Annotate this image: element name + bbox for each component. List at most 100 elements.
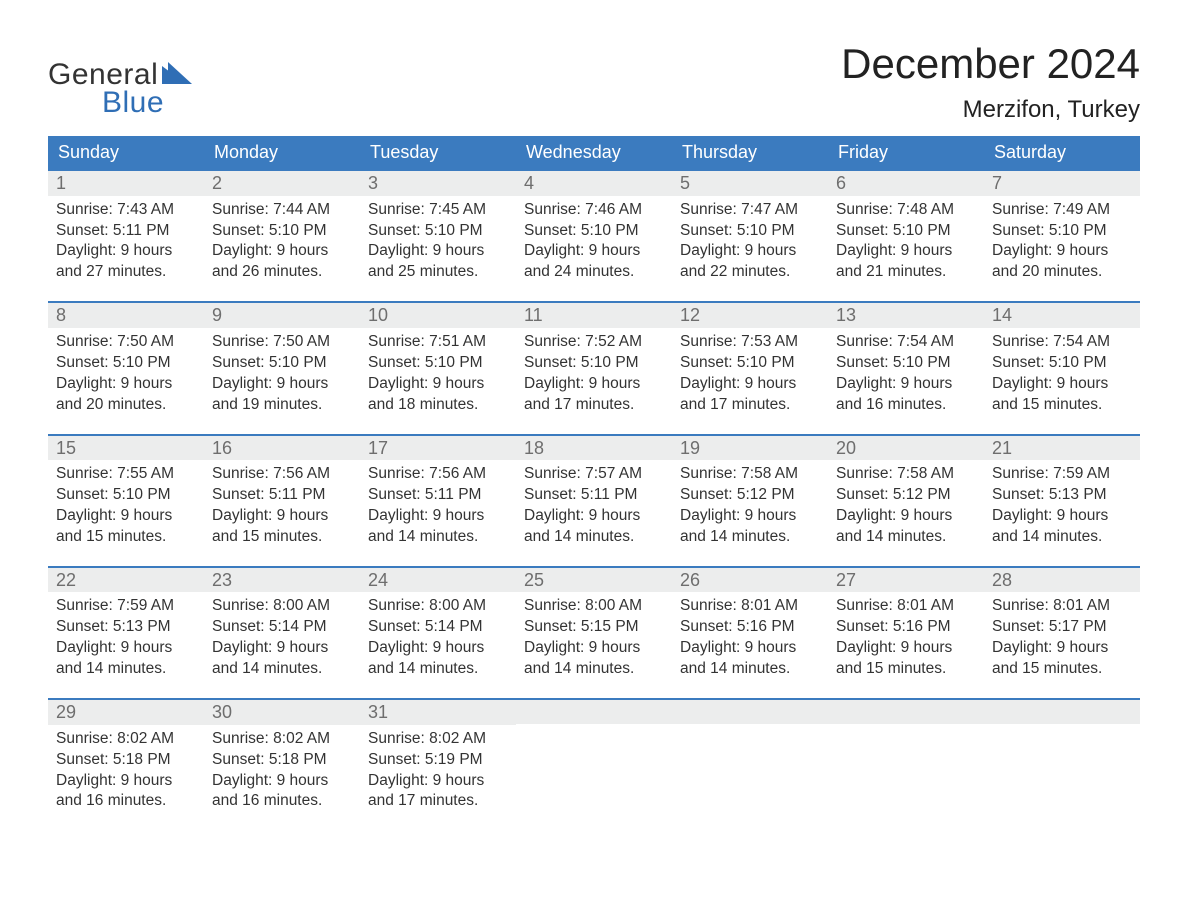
weekday-header: Tuesday [360,136,516,169]
sunset-line: Sunset: 5:11 PM [212,485,352,506]
week-row: 1Sunrise: 7:43 AMSunset: 5:11 PMDaylight… [48,169,1140,283]
day-number: 30 [204,700,360,725]
sunrise-line: Sunrise: 7:58 AM [836,464,976,485]
sunrise-line: Sunrise: 8:01 AM [992,596,1132,617]
daylight-line-1: Daylight: 9 hours [56,638,196,659]
sunset-line: Sunset: 5:18 PM [212,750,352,771]
day-number: 10 [360,303,516,328]
sunrise-line: Sunrise: 7:46 AM [524,200,664,221]
day-number: 29 [48,700,204,725]
sunrise-line: Sunrise: 7:59 AM [992,464,1132,485]
sunrise-line: Sunrise: 7:50 AM [56,332,196,353]
day-details: Sunrise: 7:44 AMSunset: 5:10 PMDaylight:… [204,196,360,284]
sunrise-line: Sunrise: 8:02 AM [212,729,352,750]
daylight-line-2: and 15 minutes. [992,659,1132,680]
day-number [672,700,828,724]
sunrise-line: Sunrise: 7:56 AM [368,464,508,485]
day-details: Sunrise: 8:01 AMSunset: 5:16 PMDaylight:… [828,592,984,680]
daylight-line-1: Daylight: 9 hours [836,638,976,659]
day-cell: 19Sunrise: 7:58 AMSunset: 5:12 PMDayligh… [672,436,828,548]
daylight-line-2: and 27 minutes. [56,262,196,283]
daylight-line-2: and 26 minutes. [212,262,352,283]
day-cell: 11Sunrise: 7:52 AMSunset: 5:10 PMDayligh… [516,303,672,415]
sunset-line: Sunset: 5:10 PM [212,221,352,242]
daylight-line-1: Daylight: 9 hours [368,638,508,659]
day-details: Sunrise: 7:47 AMSunset: 5:10 PMDaylight:… [672,196,828,284]
sunset-line: Sunset: 5:10 PM [680,221,820,242]
day-cell: 9Sunrise: 7:50 AMSunset: 5:10 PMDaylight… [204,303,360,415]
day-details: Sunrise: 7:43 AMSunset: 5:11 PMDaylight:… [48,196,204,284]
day-details: Sunrise: 7:56 AMSunset: 5:11 PMDaylight:… [204,460,360,548]
day-cell: 6Sunrise: 7:48 AMSunset: 5:10 PMDaylight… [828,171,984,283]
day-number: 14 [984,303,1140,328]
sunset-line: Sunset: 5:19 PM [368,750,508,771]
sunset-line: Sunset: 5:17 PM [992,617,1132,638]
weekday-header: Sunday [48,136,204,169]
sunset-line: Sunset: 5:10 PM [368,221,508,242]
sunset-line: Sunset: 5:15 PM [524,617,664,638]
day-number: 27 [828,568,984,593]
weekday-header: Saturday [984,136,1140,169]
day-cell: 13Sunrise: 7:54 AMSunset: 5:10 PMDayligh… [828,303,984,415]
day-details: Sunrise: 7:54 AMSunset: 5:10 PMDaylight:… [984,328,1140,416]
calendar: SundayMondayTuesdayWednesdayThursdayFrid… [48,136,1140,812]
daylight-line-2: and 15 minutes. [56,527,196,548]
daylight-line-1: Daylight: 9 hours [212,241,352,262]
sunrise-line: Sunrise: 7:43 AM [56,200,196,221]
month-title: December 2024 [841,40,1140,88]
day-cell: 5Sunrise: 7:47 AMSunset: 5:10 PMDaylight… [672,171,828,283]
weekday-header: Monday [204,136,360,169]
daylight-line-2: and 14 minutes. [212,659,352,680]
day-number: 8 [48,303,204,328]
day-cell: 14Sunrise: 7:54 AMSunset: 5:10 PMDayligh… [984,303,1140,415]
day-details: Sunrise: 8:00 AMSunset: 5:15 PMDaylight:… [516,592,672,680]
week-row: 29Sunrise: 8:02 AMSunset: 5:18 PMDayligh… [48,698,1140,812]
daylight-line-1: Daylight: 9 hours [56,506,196,527]
day-number: 31 [360,700,516,725]
sunrise-line: Sunrise: 8:00 AM [212,596,352,617]
sunset-line: Sunset: 5:10 PM [56,485,196,506]
daylight-line-2: and 14 minutes. [368,527,508,548]
daylight-line-2: and 16 minutes. [836,395,976,416]
sunrise-line: Sunrise: 7:58 AM [680,464,820,485]
day-details: Sunrise: 8:02 AMSunset: 5:19 PMDaylight:… [360,725,516,813]
day-cell: 15Sunrise: 7:55 AMSunset: 5:10 PMDayligh… [48,436,204,548]
day-number: 5 [672,171,828,196]
daylight-line-2: and 25 minutes. [368,262,508,283]
day-cell: 10Sunrise: 7:51 AMSunset: 5:10 PMDayligh… [360,303,516,415]
daylight-line-2: and 20 minutes. [56,395,196,416]
sunset-line: Sunset: 5:11 PM [56,221,196,242]
sunrise-line: Sunrise: 7:56 AM [212,464,352,485]
sunrise-line: Sunrise: 7:53 AM [680,332,820,353]
sunset-line: Sunset: 5:10 PM [56,353,196,374]
brand-logo: General Blue [48,58,192,120]
day-number: 2 [204,171,360,196]
header: General Blue December 2024 Merzifon, Tur… [48,40,1140,124]
sunset-line: Sunset: 5:14 PM [368,617,508,638]
sunset-line: Sunset: 5:10 PM [524,353,664,374]
day-cell: 24Sunrise: 8:00 AMSunset: 5:14 PMDayligh… [360,568,516,680]
daylight-line-1: Daylight: 9 hours [56,771,196,792]
day-details: Sunrise: 8:02 AMSunset: 5:18 PMDaylight:… [48,725,204,813]
daylight-line-1: Daylight: 9 hours [524,638,664,659]
day-number: 15 [48,436,204,461]
day-number: 25 [516,568,672,593]
daylight-line-1: Daylight: 9 hours [56,241,196,262]
day-details: Sunrise: 7:45 AMSunset: 5:10 PMDaylight:… [360,196,516,284]
sunrise-line: Sunrise: 7:44 AM [212,200,352,221]
daylight-line-1: Daylight: 9 hours [212,506,352,527]
daylight-line-1: Daylight: 9 hours [836,241,976,262]
sunset-line: Sunset: 5:16 PM [680,617,820,638]
sunset-line: Sunset: 5:10 PM [680,353,820,374]
title-block: December 2024 Merzifon, Turkey [841,40,1140,124]
sunset-line: Sunset: 5:18 PM [56,750,196,771]
day-details: Sunrise: 8:01 AMSunset: 5:16 PMDaylight:… [672,592,828,680]
day-details: Sunrise: 7:59 AMSunset: 5:13 PMDaylight:… [984,460,1140,548]
day-cell: 1Sunrise: 7:43 AMSunset: 5:11 PMDaylight… [48,171,204,283]
sunset-line: Sunset: 5:11 PM [368,485,508,506]
sunset-line: Sunset: 5:14 PM [212,617,352,638]
sunset-line: Sunset: 5:13 PM [992,485,1132,506]
weekday-header: Thursday [672,136,828,169]
daylight-line-2: and 20 minutes. [992,262,1132,283]
flag-icon [162,62,192,89]
